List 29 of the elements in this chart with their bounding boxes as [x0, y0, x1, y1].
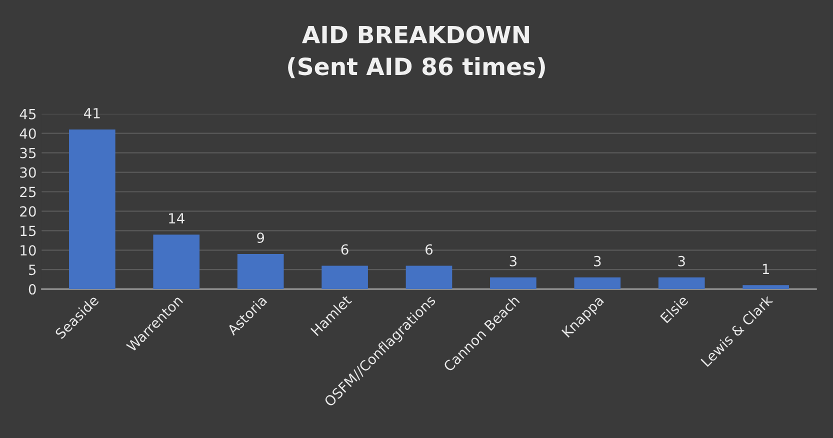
bar [69, 129, 116, 290]
data-label: 3 [510, 256, 517, 266]
y-tick-label: 10 [20, 245, 36, 256]
y-tick-label: 15 [20, 226, 36, 236]
y-tick-label: 30 [20, 167, 36, 178]
y-tick-label: 25 [20, 186, 36, 198]
bar [658, 277, 705, 290]
bar [237, 254, 284, 290]
y-tick-label: 45 [20, 109, 36, 120]
bar [490, 277, 536, 290]
data-label: 41 [84, 108, 100, 118]
bar [322, 266, 368, 290]
data-label: 1 [762, 264, 769, 274]
data-label: 14 [169, 213, 184, 224]
chart-title: AID BREAKDOWN (Sent AID 86 times) [288, 26, 545, 78]
y-tick-label: 35 [20, 148, 36, 158]
data-label: 3 [678, 256, 685, 266]
bar [153, 234, 200, 290]
data-label: 6 [341, 244, 348, 255]
y-tick-label: 20 [20, 206, 36, 217]
data-label: 6 [426, 244, 433, 255]
y-tick-label: 40 [20, 128, 36, 139]
data-label: 3 [594, 256, 601, 266]
bar [742, 285, 789, 290]
bar [574, 277, 621, 290]
y-tick-label: 0 [28, 284, 36, 295]
data-label: 9 [257, 232, 264, 244]
bar [406, 266, 452, 290]
y-tick-label: 5 [29, 264, 36, 276]
